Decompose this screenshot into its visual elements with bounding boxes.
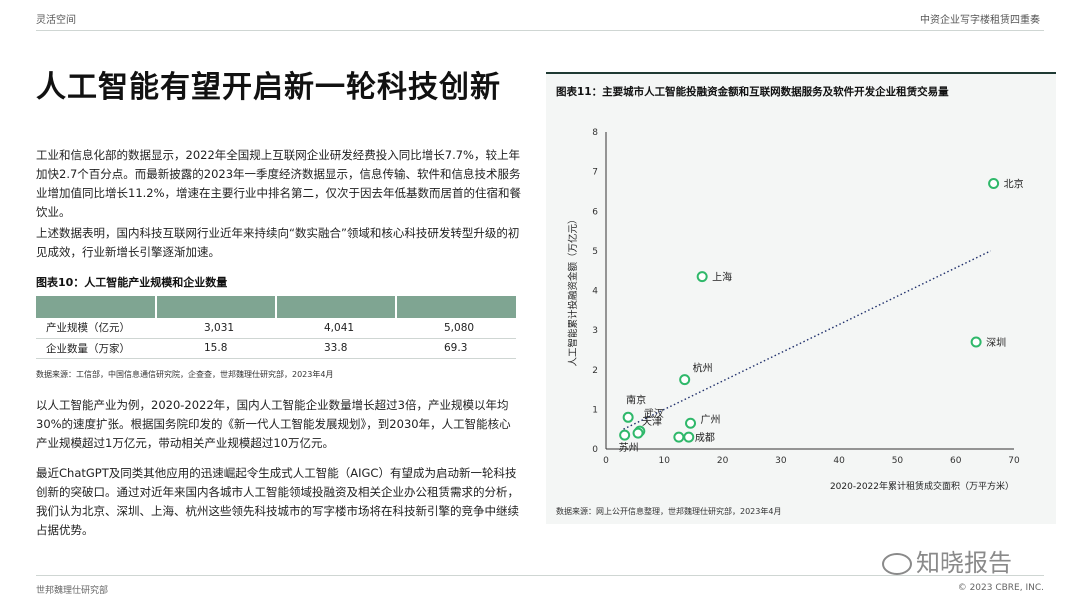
header-divider [36,30,1044,31]
table-cell: 5,080 [396,318,516,339]
scatter-point [970,336,982,348]
point-label: 上海 [712,271,732,284]
x-tick-label: 40 [833,456,845,466]
table-cell: 15.8 [156,338,276,359]
table-header-cell [276,296,397,318]
point-label: 南京 [626,393,646,406]
point-label: 苏州 [619,441,639,454]
x-tick-label: 70 [1008,456,1020,466]
scatter-chart: 0 10 20 30 40 50 60 70 0 1 2 3 4 5 6 7 8 2020-2022年累计租赁成交… [567,128,1024,492]
scatter-point [683,431,695,443]
header-report-title: 中资企业写字楼租赁四重奏 [920,15,1040,26]
paragraph-2: 上述数据表明，国内科技互联网行业近年来持续向“数实融合”领域和核心科技研发转型升… [36,226,520,259]
x-axis-label: 2020-2022年累计租赁成交面积（万平方米） [830,480,1014,492]
table-cell: 4,041 [276,318,396,339]
row-label: 企业数量（万家） [36,338,156,359]
table-source: 数据来源：工信部，中国信息通信研究院，企查查，世邦魏理仕研究部，2023年4月 [36,370,334,379]
table-header-cell [156,296,277,318]
y-tick-label: 1 [592,405,598,415]
scatter-point [988,178,1000,190]
table-header-cell [396,296,516,318]
table-header-row [36,296,516,318]
scatter-point [622,411,634,423]
y-tick-label: 3 [592,326,598,336]
y-axis-label: 人工智能累计投融资金额（万亿元） [567,214,579,366]
paragraph-3: 以人工智能产业为例，2020-2022年，国内人工智能企业数量增长超过3倍，产业… [36,398,511,450]
table-header-cell [36,296,157,318]
scatter-point [685,417,697,429]
point-label: 广州 [701,414,721,426]
table-cell: 3,031 [156,318,276,339]
chart-panel: 图表11：主要城市人工智能投融资金额和互联网数据服务及软件开发企业租赁交易量 0… [546,72,1056,524]
header-section-label: 灵活空间 [36,15,76,26]
table-row: 企业数量（万家） 15.8 33.8 69.3 [36,338,516,359]
chart-source: 数据来源：网上公开信息整理，世邦魏理仕研究部，2023年4月 [556,507,782,516]
chart-title: 图表11：主要城市人工智能投融资金额和互联网数据服务及软件开发企业租赁交易量 [556,86,949,98]
x-tick-label: 10 [659,456,671,466]
paragraph-1: 工业和信息化部的数据显示，2022年全国规上互联网企业研发经费投入同比增长7.7… [36,148,522,219]
point-label: 成都 [695,432,715,444]
y-tick-label: 5 [592,247,598,257]
x-tick-label: 0 [603,456,609,466]
y-tick-label: 0 [592,445,598,455]
table-title: 图表10：人工智能产业规模和企业数量 [36,276,228,289]
point-label: 武汉 [644,407,664,420]
row-label: 产业规模（亿元） [36,318,156,339]
point-label: 天津 [642,416,662,428]
point-label: 深圳 [986,337,1006,349]
y-tick-label: 7 [592,168,598,178]
watermark: 知晓报告 [882,543,1012,578]
table-cell: 33.8 [276,338,396,359]
wechat-icon [882,553,912,575]
y-tick-label: 8 [592,128,598,138]
scatter-point [696,271,708,283]
footer-copyright: © 2023 CBRE, INC. [957,583,1044,593]
paragraph-4: 最近ChatGPT及同类其他应用的迅速崛起令生成式人工智能（AIGC）有望成为启… [36,466,519,537]
x-tick-label: 20 [717,456,729,466]
trend-line [623,250,991,430]
scatter-point [619,429,631,441]
industry-table: 产业规模（亿元） 3,031 4,041 5,080 企业数量（万家） 15.8… [36,296,516,359]
x-tick-label: 60 [950,456,962,466]
point-label: 北京 [1004,178,1024,191]
scatter-point [679,374,691,386]
scatter-point [673,431,685,443]
y-tick-label: 4 [592,287,598,297]
x-tick-label: 30 [775,456,787,466]
footer-divider [36,575,1044,576]
watermark-text: 知晓报告 [916,549,1012,577]
footer-org: 世邦魏理仕研究部 [36,586,109,596]
y-tick-label: 6 [592,207,598,217]
table-cell: 69.3 [396,338,516,359]
table-row: 产业规模（亿元） 3,031 4,041 5,080 [36,318,516,339]
x-tick-label: 50 [892,456,904,466]
y-tick-label: 2 [592,366,598,376]
point-label: 杭州 [693,362,713,375]
page-title: 人工智能有望开启新一轮科技创新 [36,70,501,105]
scatter-point [632,427,644,439]
